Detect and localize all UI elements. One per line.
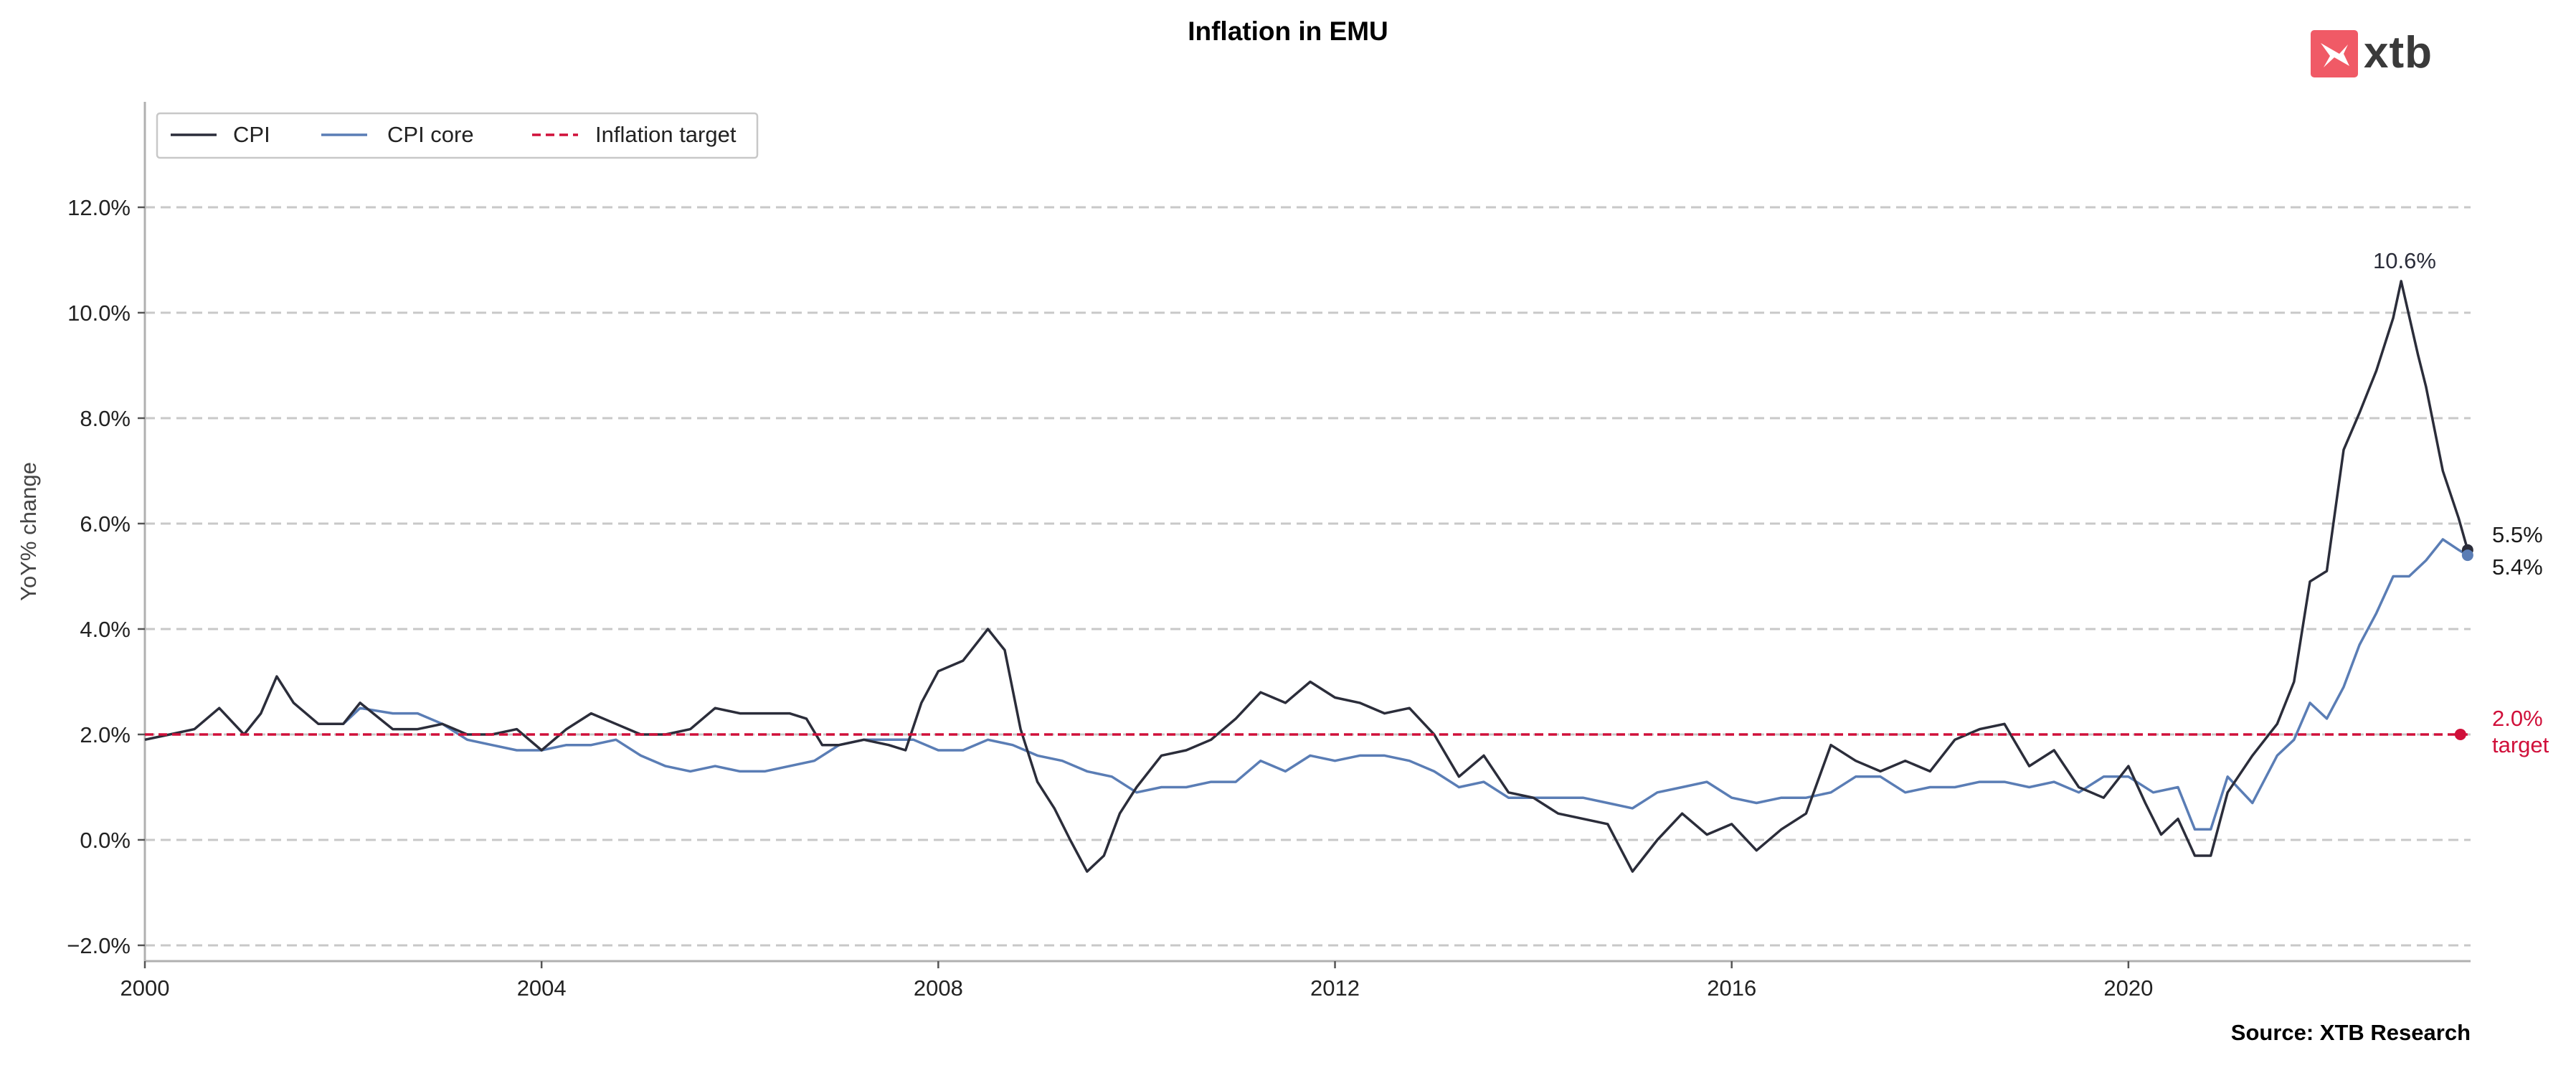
legend-label-cpi-core: CPI core <box>387 122 474 147</box>
cpi-end-label: 5.5% <box>2492 522 2543 547</box>
cpi-core-end-label: 5.4% <box>2492 554 2543 580</box>
legend: CPI CPI core Inflation target <box>156 112 759 159</box>
y-tick-label: 8.0% <box>80 406 131 431</box>
y-tick-label: 0.0% <box>80 828 131 853</box>
series-cpi-line <box>144 280 2469 873</box>
y-tick-label: 4.0% <box>80 617 131 642</box>
x-tick-label: 2012 <box>1310 975 1360 1001</box>
peak-label: 10.6% <box>2373 248 2436 273</box>
y-axis-label: YoY% change <box>16 462 41 601</box>
axes <box>143 102 2471 963</box>
x-tick-label: 2016 <box>1707 975 1756 1001</box>
chart-title: Inflation in EMU <box>1188 16 1388 46</box>
y-ticks: −2.0% 0.0% 2.0% 4.0% 6.0% 8.0% 10.0% 12.0% <box>67 195 145 958</box>
series-cpi-core-line <box>342 538 2468 831</box>
y-tick-label: −2.0% <box>67 933 131 958</box>
series <box>144 280 2469 873</box>
y-tick-label: 6.0% <box>80 511 131 537</box>
logo-mark-icon <box>2321 43 2349 67</box>
grid <box>145 206 2471 947</box>
y-tick-label: 10.0% <box>67 301 131 326</box>
y-tick-label: 12.0% <box>67 195 131 220</box>
target-end-marker <box>2454 728 2466 740</box>
legend-label-cpi: CPI <box>233 122 270 147</box>
legend-box <box>156 112 759 159</box>
logo-text: xtb <box>2364 28 2433 77</box>
end-markers <box>2454 544 2473 740</box>
target-end-label-word: target <box>2492 732 2549 757</box>
x-ticks: 2000 2004 2008 2012 2016 2020 <box>120 961 2153 1001</box>
legend-label-inflation-target: Inflation target <box>595 122 737 147</box>
target-end-label-value: 2.0% <box>2492 706 2543 731</box>
x-tick-label: 2020 <box>2103 975 2153 1001</box>
xtb-logo: xtb <box>2311 28 2433 77</box>
x-tick-label: 2008 <box>914 975 963 1001</box>
source-note: Source: XTB Research <box>2231 1020 2471 1045</box>
x-tick-label: 2004 <box>517 975 567 1001</box>
x-tick-label: 2000 <box>120 975 170 1001</box>
y-tick-label: 2.0% <box>80 722 131 747</box>
cpi-core-end-marker <box>2461 549 2473 562</box>
